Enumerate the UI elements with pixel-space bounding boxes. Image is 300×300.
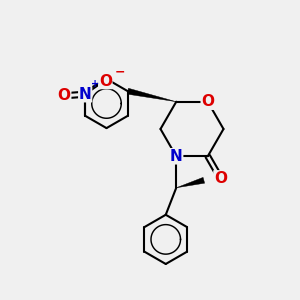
Text: O: O (58, 88, 71, 103)
Polygon shape (176, 177, 205, 188)
Text: N: N (170, 149, 183, 164)
Text: O: O (201, 94, 214, 109)
Text: O: O (214, 171, 227, 186)
Text: +: + (91, 79, 99, 89)
Text: N: N (79, 87, 92, 102)
Polygon shape (127, 88, 176, 102)
Text: O: O (99, 74, 112, 88)
Text: −: − (115, 65, 126, 78)
